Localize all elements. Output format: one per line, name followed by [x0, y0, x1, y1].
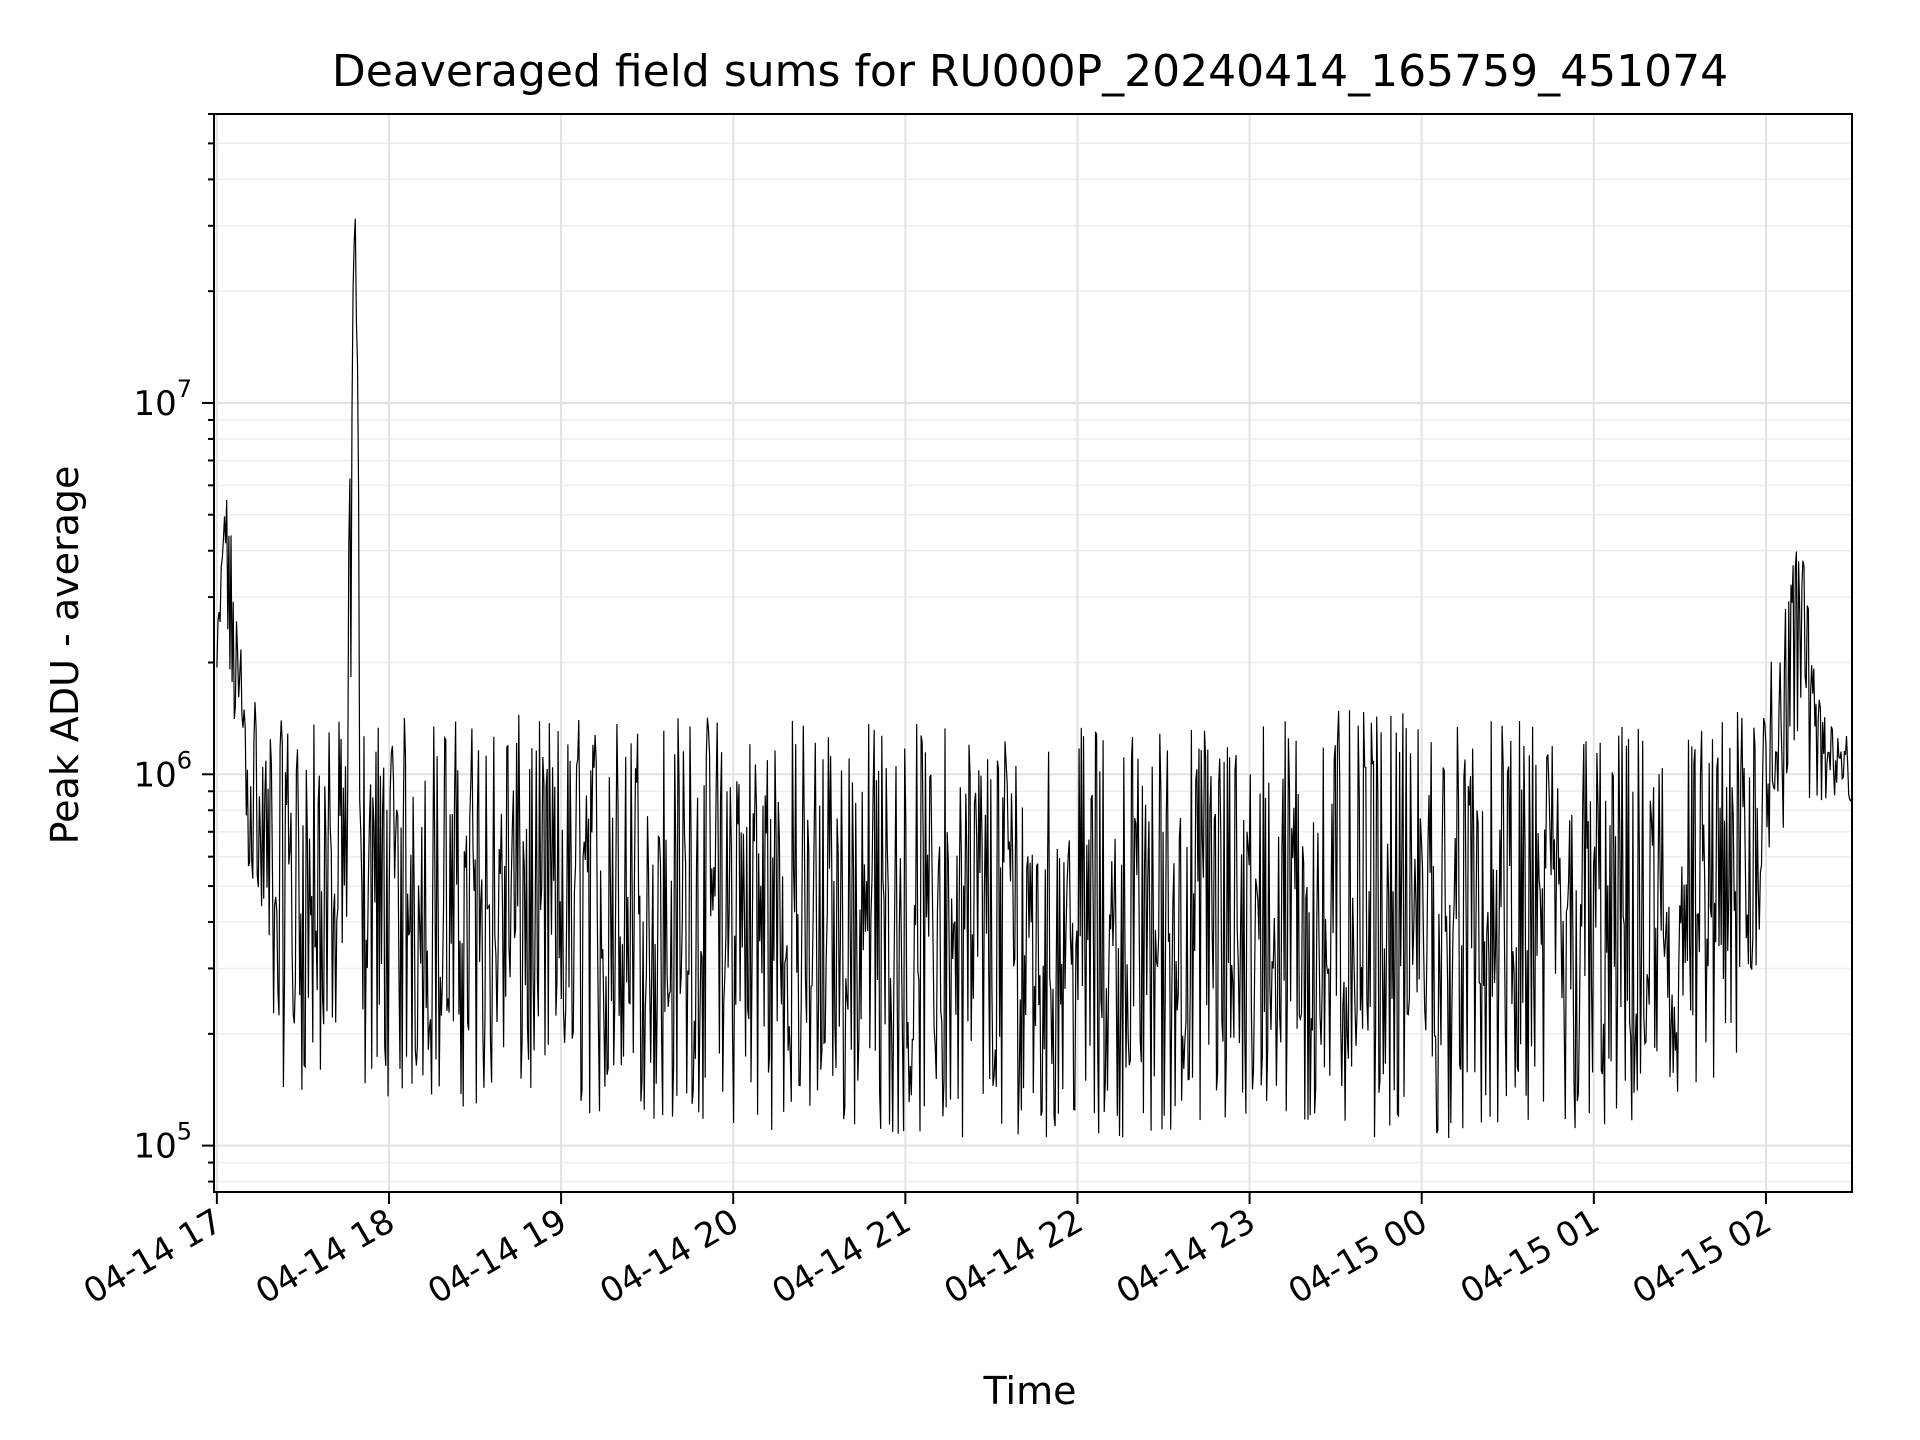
plot-series — [216, 218, 1853, 1139]
y-axis-label: Peak ADU - average — [43, 466, 87, 845]
y-tick-label-exponent: 7 — [177, 375, 192, 403]
plot-frame — [213, 113, 1853, 1193]
y-tick-label-exponent: 5 — [177, 1118, 192, 1146]
y-tick-label: 106 — [133, 746, 192, 795]
y-tick-label-base: 10 — [133, 1127, 176, 1167]
y-tick-label-base: 10 — [133, 384, 176, 424]
y-tick-label: 107 — [133, 375, 192, 424]
y-tick-label: 105 — [133, 1118, 192, 1167]
series-line — [216, 218, 1853, 1139]
x-axis-label: Time — [983, 1369, 1077, 1413]
grid — [214, 113, 1852, 1192]
y-tick-label-exponent: 6 — [177, 746, 192, 774]
chart-title: Deaveraged field sums for RU000P_2024041… — [332, 46, 1728, 97]
y-tick-label-base: 10 — [133, 755, 176, 795]
